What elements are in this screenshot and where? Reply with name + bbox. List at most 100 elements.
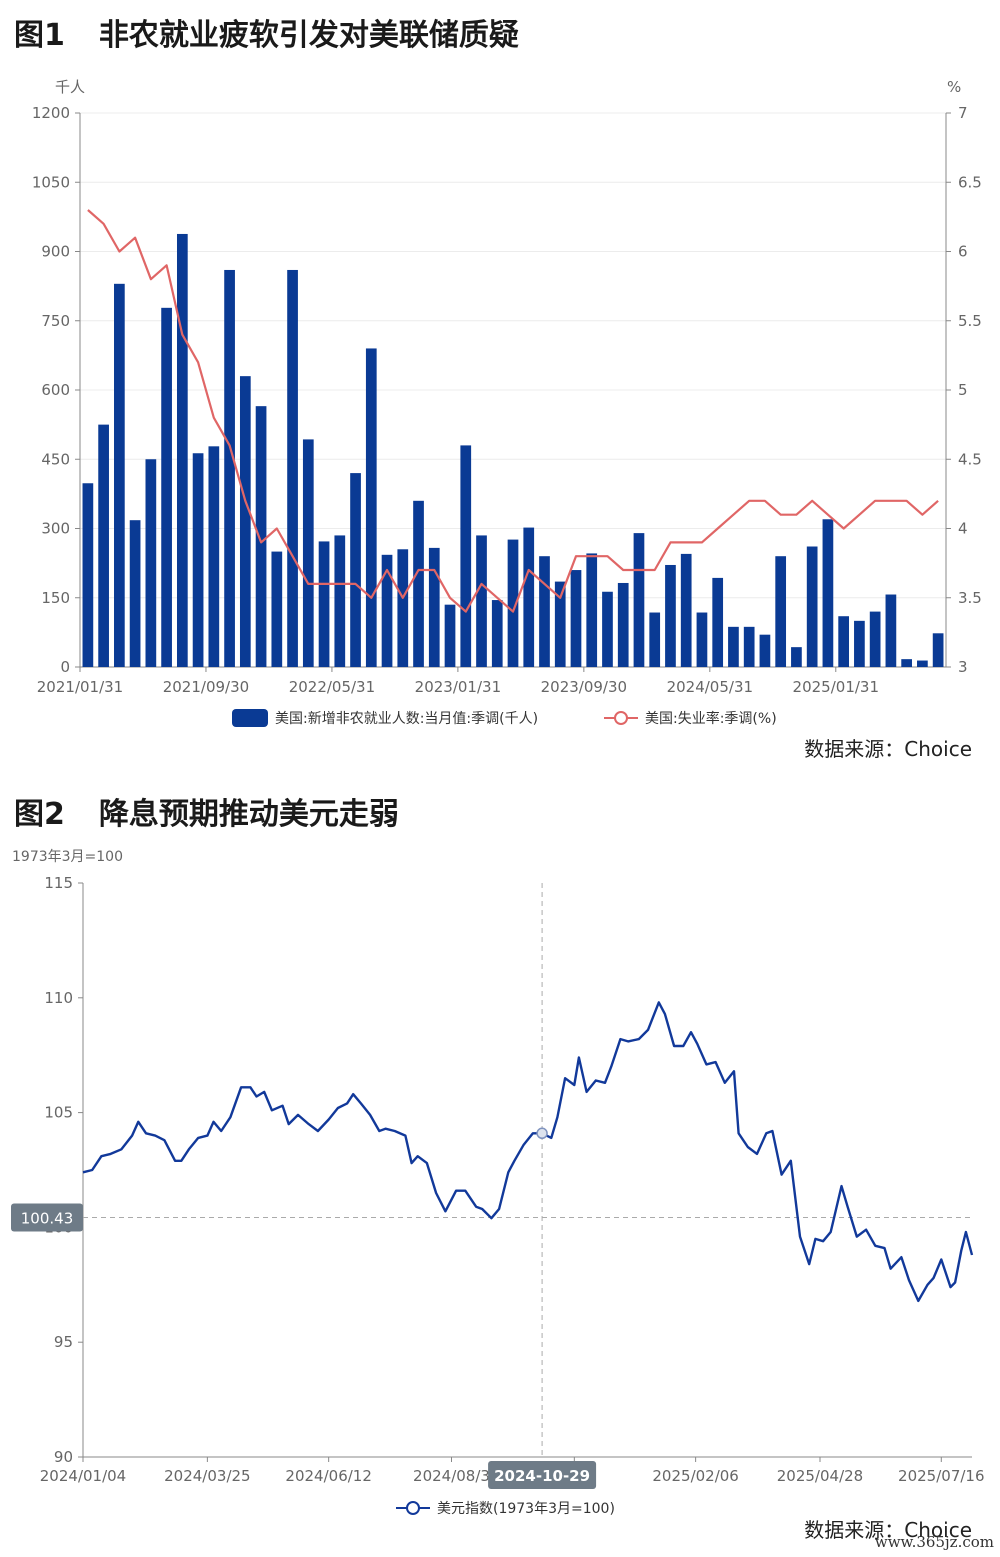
left-tick-label: 450 xyxy=(41,450,70,468)
crosshair-x-badge xyxy=(488,1461,597,1489)
figure1-number: 图1 xyxy=(14,18,65,53)
y-tick-label: 95 xyxy=(54,1333,73,1351)
figure1-title: 图1 非农就业疲软引发对美联储质疑 xyxy=(14,10,519,54)
left-tick-label: 1200 xyxy=(32,104,70,122)
y-tick-label: 110 xyxy=(44,989,73,1007)
payroll-bar xyxy=(728,626,739,667)
legend-line-marker xyxy=(406,1501,420,1515)
x-tick-label: 2021/09/30 xyxy=(163,678,249,696)
payroll-bar xyxy=(602,591,613,667)
payroll-bar xyxy=(239,376,251,667)
payroll-bar xyxy=(791,647,802,667)
left-tick-label: 750 xyxy=(41,312,70,330)
payroll-bar xyxy=(491,600,503,667)
payroll-bar xyxy=(885,594,897,667)
payroll-bar xyxy=(759,634,771,667)
payroll-bar xyxy=(114,283,125,667)
legend-bar-swatch xyxy=(232,709,268,727)
payroll-bar xyxy=(476,535,487,667)
figure2-number: 图2 xyxy=(14,797,65,832)
right-tick-label: 7 xyxy=(958,104,968,122)
payroll-bar xyxy=(428,547,440,667)
right-tick-label: 6 xyxy=(958,243,968,261)
x-tick-label: 2024/05/31 xyxy=(667,678,753,696)
x-tick-label: 2024/08/3 xyxy=(413,1467,490,1485)
payroll-bar xyxy=(822,519,834,667)
y-tick-label: 105 xyxy=(44,1104,73,1122)
payroll-bar xyxy=(365,348,377,667)
crosshair-y-label: 100.43 xyxy=(21,1210,74,1228)
y-tick-label: 90 xyxy=(54,1448,73,1466)
payroll-bar xyxy=(98,424,109,667)
payroll-bar xyxy=(523,527,535,667)
left-tick-label: 900 xyxy=(41,243,70,261)
payroll-bar xyxy=(838,616,850,667)
payroll-bar xyxy=(617,582,629,667)
payroll-bar xyxy=(397,549,409,667)
payroll-bar xyxy=(680,553,692,667)
x-tick-label: 2023/01/31 xyxy=(415,678,501,696)
payroll-bar xyxy=(145,459,157,667)
payroll-bar xyxy=(208,446,220,667)
payroll-bar xyxy=(271,551,283,667)
hover-point xyxy=(536,1127,548,1140)
dollar-index-line xyxy=(82,1001,974,1303)
figure1-source: 数据来源：Choice xyxy=(804,737,972,761)
payroll-bar xyxy=(82,483,94,667)
unit-label: 1973年3月=100 xyxy=(12,849,123,865)
payroll-bar xyxy=(507,539,519,667)
watermark: www.365jz.com xyxy=(874,1533,994,1551)
x-tick-label: 2024/01/04 xyxy=(40,1467,126,1485)
figure2-heading: 降息预期推动美元走弱 xyxy=(98,797,399,832)
left-unit-label: 千人 xyxy=(55,78,85,96)
legend-line-marker xyxy=(614,711,628,725)
payroll-bar xyxy=(192,453,204,667)
payroll-bar xyxy=(570,570,582,667)
x-tick-label: 2022/05/31 xyxy=(289,678,375,696)
payroll-bar xyxy=(665,564,676,667)
crosshair-x-label: 2024-10-29 xyxy=(494,1467,590,1485)
x-tick-label: 2024/06/12 xyxy=(285,1467,371,1485)
right-tick-label: 4 xyxy=(958,520,968,538)
payroll-bar xyxy=(444,604,456,667)
figure2-source: 数据来源：Choice xyxy=(804,1518,972,1542)
right-tick-label: 5.5 xyxy=(958,312,982,330)
right-tick-label: 6.5 xyxy=(958,173,982,191)
x-tick-label: 2025/04/28 xyxy=(777,1467,863,1485)
payroll-bar xyxy=(334,535,346,667)
x-tick-label: 2021/01/31 xyxy=(37,678,123,696)
right-unit-label: % xyxy=(947,78,961,96)
right-tick-label: 5 xyxy=(958,381,968,399)
payroll-bar xyxy=(460,445,472,667)
payroll-bar xyxy=(712,577,724,667)
x-tick-label: 2025/01/31 xyxy=(793,678,879,696)
payroll-bar xyxy=(586,553,598,667)
payroll-bar xyxy=(696,612,708,667)
payroll-bar xyxy=(901,659,912,667)
payroll-bar xyxy=(633,533,645,667)
left-tick-label: 150 xyxy=(41,589,70,607)
payroll-bar xyxy=(743,626,755,667)
dollar-index-chart: 1973年3月=10090951001051101152024/01/04202… xyxy=(11,849,985,1517)
payroll-bar xyxy=(932,633,944,667)
legend-label: 美元指数(1973年3月=100) xyxy=(437,1501,615,1517)
y-tick-label: 115 xyxy=(44,874,73,892)
payroll-bar xyxy=(318,541,330,667)
unemployment-line xyxy=(87,209,939,613)
payroll-bar xyxy=(161,307,172,667)
crosshair-y-badge xyxy=(11,1203,83,1232)
x-tick-label: 2025/07/16 xyxy=(898,1467,984,1485)
figure1-heading: 非农就业疲软引发对美联储质疑 xyxy=(98,18,519,53)
payroll-bar xyxy=(854,620,865,667)
left-tick-label: 1050 xyxy=(32,173,70,191)
x-tick-label: 2025/02/06 xyxy=(652,1467,738,1485)
right-tick-label: 3.5 xyxy=(958,589,982,607)
right-tick-label: 3 xyxy=(958,658,968,676)
figure2-title: 图2 降息预期推动美元走弱 xyxy=(14,789,399,833)
left-tick-label: 600 xyxy=(41,381,70,399)
payroll-bar xyxy=(350,473,361,667)
payroll-bar xyxy=(224,269,235,667)
payroll-bar xyxy=(287,269,298,667)
left-tick-label: 300 xyxy=(41,520,70,538)
legend-bar-label: 美国:新增非农就业人数:当月值:季调(千人) xyxy=(275,711,538,727)
